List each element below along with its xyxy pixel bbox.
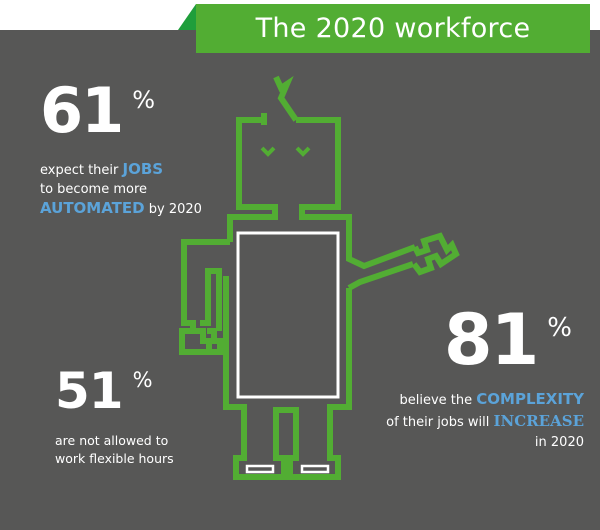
stat-description: expect their JOBS to become more AUTOMAT… (40, 160, 202, 219)
desc-text: expect their (40, 163, 123, 178)
percent-sign: % (547, 313, 572, 343)
stat-value: 81 (443, 299, 539, 381)
robot-eye-left (260, 146, 276, 157)
highlight-increase: INCREASE (493, 412, 584, 430)
robot-body (346, 240, 417, 270)
desc-text: believe the (399, 393, 477, 408)
percent-sign: % (132, 368, 153, 392)
robot-left-leg (223, 400, 352, 480)
stat-value: 61 (40, 74, 124, 147)
desc-text: to become more (40, 182, 148, 197)
robot-eye-right (295, 146, 311, 157)
stat-complexity: 81% believe the COMPLEXITY of their jobs… (354, 305, 584, 453)
robot-left-foot-slot (245, 464, 275, 474)
desc-text: work flexible hours (55, 451, 174, 466)
robot-antenna (273, 75, 299, 122)
highlight-jobs: JOBS (122, 160, 164, 178)
title-banner: The 2020 workforce (196, 4, 590, 53)
stat-figure: 61% (40, 80, 202, 142)
robot-left-arm (179, 239, 230, 355)
desc-text: are not allowed to (55, 433, 169, 448)
stat-value: 51 (55, 362, 124, 420)
highlight-automated: AUTOMATED (40, 199, 145, 217)
highlight-complexity: COMPLEXITY (476, 390, 584, 408)
robot-right-foot-slot (300, 464, 330, 474)
stat-figure: 51% (55, 366, 174, 416)
percent-sign: % (132, 86, 156, 114)
stat-automation: 61% expect their JOBS to become more AUT… (40, 80, 202, 219)
stat-description: believe the COMPLEXITY of their jobs wil… (354, 389, 584, 453)
robot-torso-screen (236, 231, 340, 399)
stat-figure: 81% (354, 305, 584, 375)
desc-text: of their jobs will (386, 415, 494, 430)
desc-text: by 2020 (144, 202, 202, 217)
robot-head (296, 117, 352, 240)
stat-flexible-hours: 51% are not allowed to work flexible hou… (55, 366, 174, 468)
robot-right-hand (411, 232, 460, 276)
stat-description: are not allowed to work flexible hours (55, 432, 174, 468)
desc-text: in 2020 (534, 435, 584, 450)
page-title: The 2020 workforce (255, 13, 531, 44)
banner-accent-triangle (178, 4, 196, 30)
